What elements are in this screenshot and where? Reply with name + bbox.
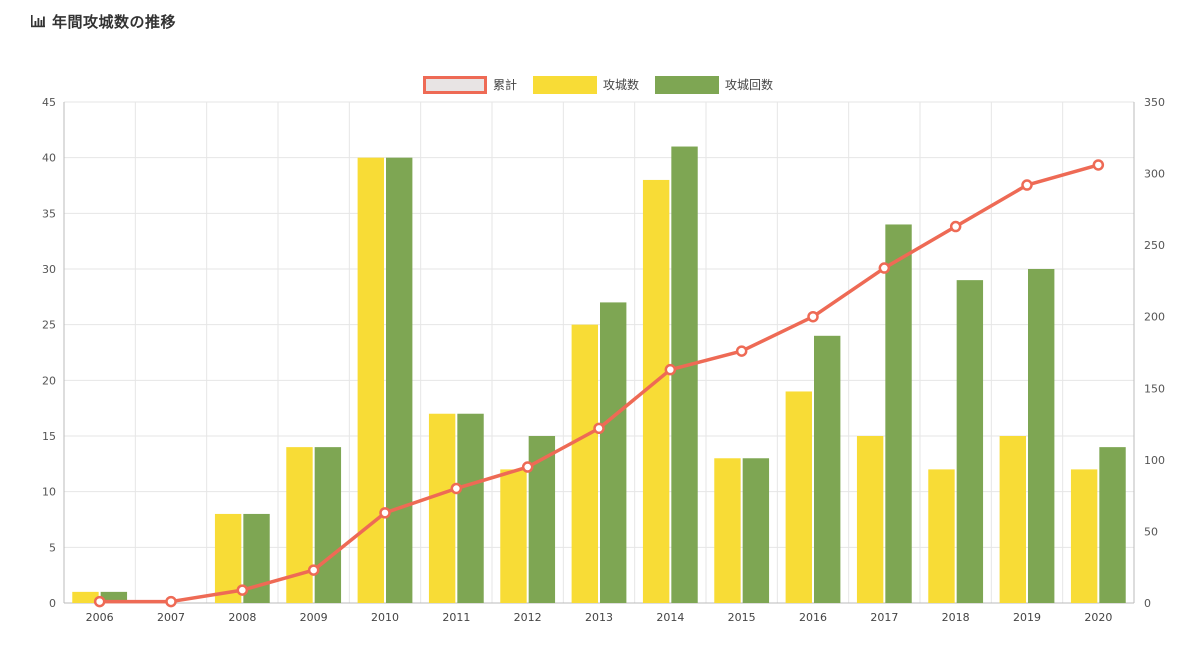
bar-kojo-su[interactable] [785,391,812,603]
page-title: 年間攻城数の推移 [52,12,177,31]
x-tick-label: 2017 [870,611,898,624]
x-tick-label: 2007 [157,611,185,624]
bar-kojo-kaisu[interactable] [1099,447,1126,603]
y-tick-label-left: 5 [49,541,56,554]
bar-kojo-kaisu[interactable] [742,458,770,603]
y-tick-label-right: 350 [1144,96,1165,109]
x-tick-label: 2018 [942,611,970,624]
x-tick-label: 2006 [86,611,114,624]
bar-kojo-su[interactable] [286,447,313,603]
bar-kojo-su[interactable] [856,436,884,603]
line-point-ruikei[interactable] [949,220,962,233]
y-tick-label-left: 30 [42,263,56,276]
bar-kojo-su[interactable] [928,469,955,603]
legend-swatch-kojo-kaisu[interactable] [655,76,719,94]
y-tick-label-right: 100 [1144,454,1165,467]
line-point-ruikei[interactable] [1092,159,1105,171]
y-tick-label-left: 35 [42,207,56,220]
bar-chart-icon [31,15,45,28]
line-point-ruikei[interactable] [878,262,891,274]
x-tick-label: 2008 [228,611,256,624]
bar-kojo-kaisu[interactable] [386,157,413,603]
line-point-ruikei[interactable] [735,345,748,357]
y-tick-label-right: 50 [1144,525,1158,538]
y-tick-label-left: 15 [42,430,56,443]
y-tick-label-left: 45 [42,96,56,109]
y-tick-label-left: 20 [42,374,56,387]
legend-swatch-ruikei[interactable] [423,76,487,94]
bar-kojo-kaisu[interactable] [100,591,128,603]
y-tick-label-right: 250 [1144,239,1165,252]
line-point-ruikei[interactable] [593,422,605,435]
legend-swatch-kojo-su[interactable] [533,76,597,94]
x-tick-label: 2014 [656,611,684,624]
x-tick-label: 2011 [442,611,470,624]
line-point-ruikei[interactable] [379,507,391,519]
line-point-ruikei[interactable] [521,461,534,473]
line-point-ruikei[interactable] [1021,179,1033,191]
bar-kojo-kaisu[interactable] [814,335,841,603]
y-tick-label-right: 0 [1144,597,1151,610]
x-tick-label: 2019 [1013,611,1041,624]
bar-kojo-kaisu[interactable] [885,224,912,603]
line-point-ruikei[interactable] [307,564,320,576]
x-tick-label: 2010 [371,611,399,624]
y-tick-label-right: 300 [1144,168,1165,181]
y-tick-label-left: 10 [42,486,56,499]
bar-kojo-su[interactable] [571,324,598,603]
chart-header: 年間攻城数の推移 [30,10,176,32]
bar-kojo-kaisu[interactable] [600,302,627,603]
bar-kojo-su[interactable] [428,413,456,603]
line-point-ruikei[interactable] [236,584,249,596]
legend-label[interactable]: 攻城回数 [725,77,773,92]
y-tick-label-right: 200 [1144,311,1165,324]
legend-label[interactable]: 攻城数 [603,77,639,92]
bar-kojo-kaisu[interactable] [457,413,484,603]
y-tick-label-left: 40 [42,152,56,165]
x-tick-label: 2015 [728,611,756,624]
line-point-ruikei[interactable] [93,595,106,608]
x-tick-label: 2012 [514,611,542,624]
line-point-ruikei[interactable] [450,482,463,495]
x-tick-label: 2013 [585,611,613,624]
bar-kojo-su[interactable] [714,458,741,603]
bar-kojo-su[interactable] [999,436,1026,603]
bar-kojo-su[interactable] [1070,469,1098,603]
x-tick-label: 2009 [300,611,328,624]
bar-kojo-kaisu[interactable] [1028,269,1055,603]
bar-kojo-su[interactable] [72,591,99,603]
line-point-ruikei[interactable] [807,310,819,323]
y-tick-label-right: 150 [1144,382,1165,395]
line-point-ruikei[interactable] [664,363,677,376]
bar-kojo-kaisu[interactable] [671,146,698,603]
bar-kojo-su[interactable] [357,157,384,603]
x-tick-label: 2020 [1084,611,1112,624]
line-point-ruikei[interactable] [165,595,177,608]
bar-kojo-kaisu[interactable] [956,280,984,603]
chart-area: 0 5 10 15 20 25 30 35 40 45 0 50 100 150 200 250 300 350 2… [0,60,1200,644]
legend-label[interactable]: 累計 [493,77,517,92]
combo-chart: 0 5 10 15 20 25 30 35 40 45 0 50 100 150 200 250 300 350 2… [42,76,1165,624]
bar-kojo-kaisu[interactable] [314,447,342,603]
bar-kojo-su[interactable] [642,179,670,603]
x-tick-label: 2016 [799,611,827,624]
y-tick-label-left: 0 [49,597,56,610]
y-tick-label-left: 25 [42,319,56,332]
bar-kojo-su[interactable] [500,469,527,603]
